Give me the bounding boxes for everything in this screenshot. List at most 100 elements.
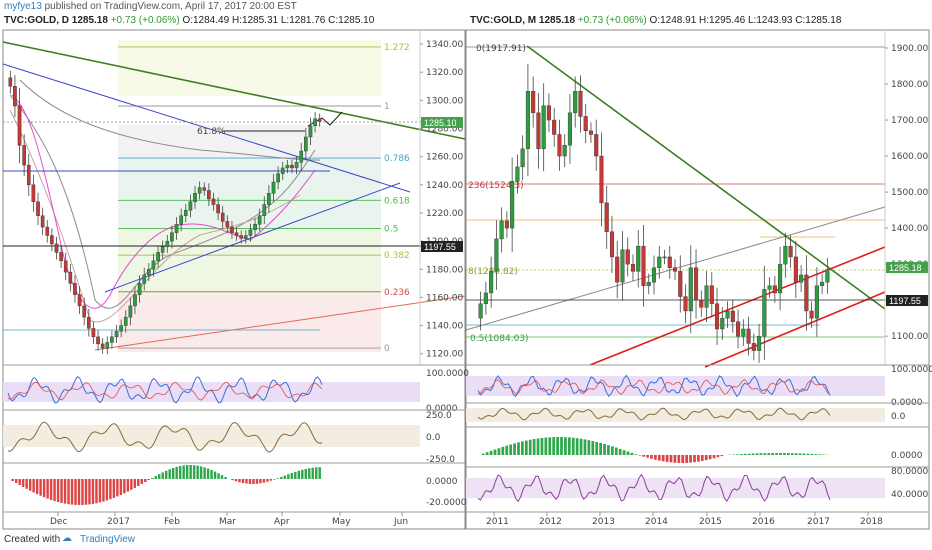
candle[interactable]	[156, 252, 160, 262]
candle[interactable]	[541, 105, 546, 150]
candle[interactable]	[299, 150, 304, 163]
candle[interactable]	[225, 221, 230, 228]
candle[interactable]	[630, 263, 636, 272]
candle[interactable]	[820, 281, 825, 286]
publisher-user[interactable]: myfye13	[4, 1, 42, 12]
candle[interactable]	[783, 245, 788, 265]
right-symbol[interactable]: TVC:GOLD, M	[470, 15, 537, 26]
candle[interactable]	[313, 118, 317, 126]
candle[interactable]	[778, 263, 783, 294]
left-blue-trendline-upper[interactable]	[2, 63, 411, 193]
candle[interactable]	[54, 243, 59, 253]
candle[interactable]	[578, 91, 583, 117]
candle[interactable]	[510, 181, 515, 229]
candle[interactable]	[799, 274, 804, 283]
candle[interactable]	[678, 271, 683, 297]
candle[interactable]	[174, 224, 179, 233]
charts-canvas[interactable]: 1.272 1 0.786 0.618 0.5 0.382 0.236 0 61.8% 134…	[0, 0, 932, 531]
candle[interactable]	[651, 267, 657, 283]
candle[interactable]	[142, 274, 147, 284]
candle[interactable]	[68, 271, 73, 284]
candle[interactable]	[22, 145, 26, 166]
candle[interactable]	[567, 112, 572, 146]
candle[interactable]	[271, 181, 276, 194]
candle[interactable]	[483, 292, 488, 304]
candle[interactable]	[662, 256, 667, 259]
candle[interactable]	[133, 294, 137, 307]
candle[interactable]	[304, 136, 308, 152]
candle[interactable]	[715, 303, 720, 330]
candle[interactable]	[720, 317, 725, 330]
candle[interactable]	[657, 256, 662, 268]
candle[interactable]	[82, 305, 87, 318]
candle[interactable]	[183, 209, 188, 216]
candle[interactable]	[809, 310, 814, 319]
candle[interactable]	[767, 285, 772, 290]
candle[interactable]	[730, 310, 735, 322]
candle[interactable]	[63, 260, 68, 273]
candle[interactable]	[536, 112, 541, 150]
candle[interactable]	[119, 325, 123, 332]
candle[interactable]	[216, 204, 220, 214]
candle[interactable]	[489, 271, 494, 294]
candle[interactable]	[290, 164, 294, 169]
candle[interactable]	[636, 245, 641, 272]
candle[interactable]	[151, 260, 156, 270]
candle[interactable]	[165, 240, 170, 247]
candle[interactable]	[704, 285, 709, 308]
candle[interactable]	[504, 220, 509, 229]
candle[interactable]	[137, 283, 142, 295]
candle[interactable]	[253, 224, 257, 231]
candle[interactable]	[267, 193, 271, 205]
candle[interactable]	[276, 173, 280, 183]
candle[interactable]	[239, 235, 244, 239]
candle[interactable]	[280, 167, 285, 174]
candle[interactable]	[599, 155, 604, 204]
candle[interactable]	[193, 193, 197, 202]
candle[interactable]	[667, 256, 672, 268]
candle[interactable]	[230, 226, 234, 233]
candle[interactable]	[17, 105, 22, 146]
candle[interactable]	[788, 245, 793, 258]
candle[interactable]	[207, 190, 211, 200]
candle[interactable]	[699, 299, 704, 308]
candle[interactable]	[128, 305, 133, 318]
candle[interactable]	[746, 328, 751, 344]
right-red-channel-lower[interactable]	[704, 291, 886, 368]
candle[interactable]	[202, 187, 207, 191]
candle[interactable]	[772, 285, 777, 294]
candle[interactable]	[741, 328, 746, 337]
candle[interactable]	[13, 86, 17, 107]
candle[interactable]	[814, 285, 819, 319]
candle[interactable]	[100, 343, 105, 349]
candle[interactable]	[170, 232, 174, 242]
candle[interactable]	[188, 201, 193, 211]
right-green-trendline[interactable]	[526, 45, 886, 310]
candle[interactable]	[594, 134, 599, 157]
candle[interactable]	[262, 204, 267, 216]
candle[interactable]	[588, 130, 593, 135]
candle[interactable]	[604, 202, 609, 232]
candle[interactable]	[825, 269, 830, 283]
candle[interactable]	[317, 118, 322, 122]
candle[interactable]	[257, 215, 262, 225]
candle[interactable]	[243, 235, 248, 239]
candle[interactable]	[525, 91, 530, 150]
candle[interactable]	[160, 246, 165, 253]
candle[interactable]	[308, 125, 313, 138]
candle[interactable]	[693, 267, 699, 301]
candle[interactable]	[672, 267, 678, 272]
footer-brand[interactable]: TradingView	[80, 534, 136, 545]
candle[interactable]	[105, 342, 110, 349]
left-green-trendline[interactable]	[2, 41, 466, 140]
candle[interactable]	[709, 285, 714, 304]
candle[interactable]	[285, 164, 290, 169]
candle[interactable]	[615, 256, 620, 283]
candle[interactable]	[50, 235, 54, 245]
candle[interactable]	[40, 215, 45, 228]
candle[interactable]	[793, 256, 798, 283]
candle[interactable]	[96, 336, 100, 345]
candle[interactable]	[736, 321, 741, 337]
candle[interactable]	[110, 336, 114, 343]
candle[interactable]	[520, 148, 525, 168]
